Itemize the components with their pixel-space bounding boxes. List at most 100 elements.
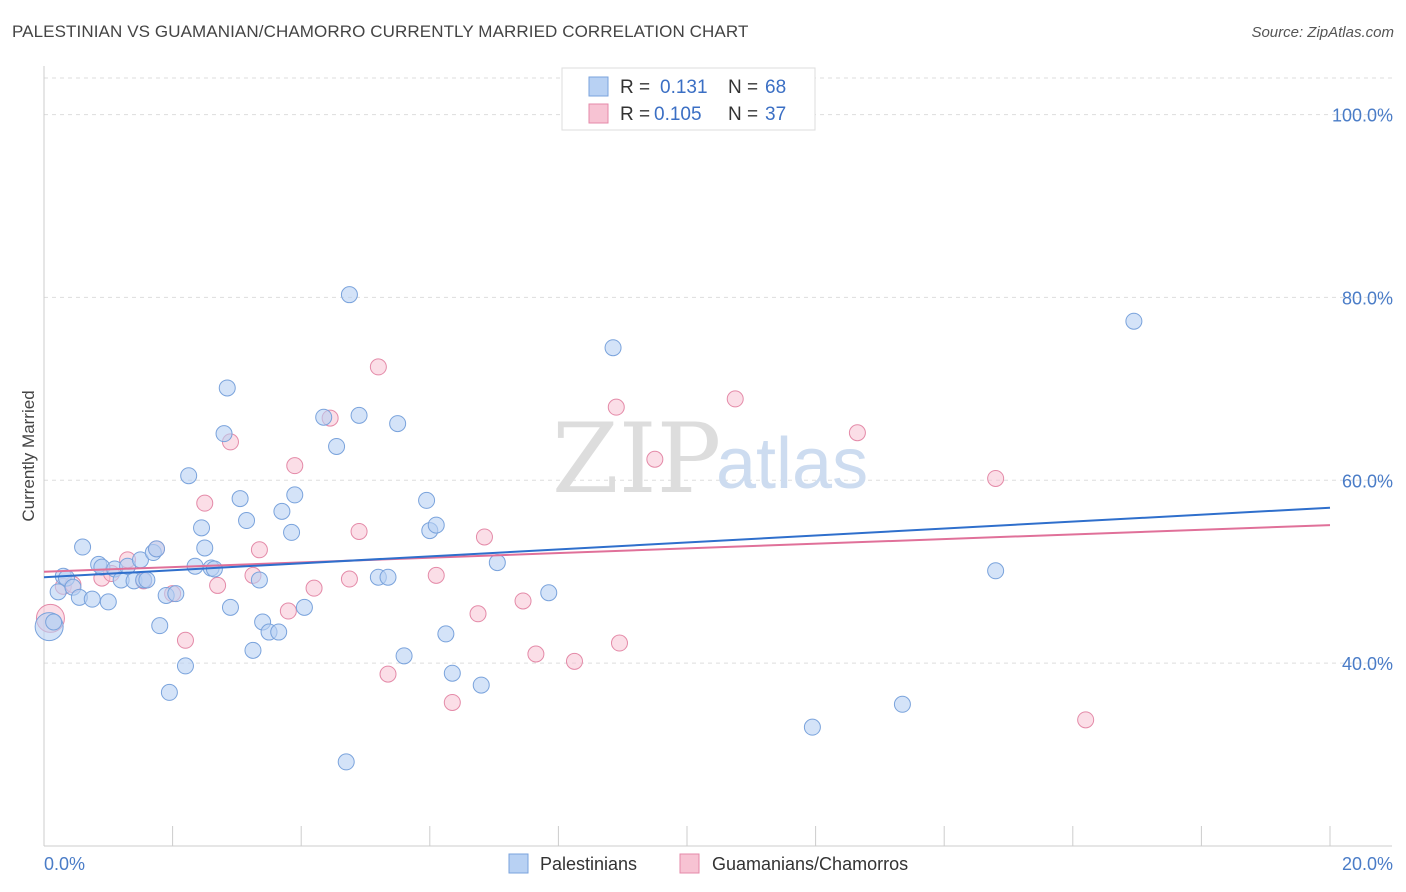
palestinian-point (218, 379, 236, 397)
legend-swatch-palestinians (588, 76, 609, 97)
palestinian-point (196, 539, 214, 557)
palestinian-point (328, 437, 346, 455)
palestinian-point (540, 584, 558, 602)
guamanian-point (527, 645, 545, 663)
y-tick-label: 60.0% (1342, 471, 1393, 491)
palestinian-point (151, 617, 169, 635)
guamanian-point (176, 631, 194, 649)
palestinian-point (167, 585, 185, 603)
guamanian-point (209, 576, 227, 594)
axes (43, 66, 1392, 847)
palestinian-point (83, 590, 101, 608)
guamanian-point (340, 570, 358, 588)
palestinian-point (283, 523, 301, 541)
palestinian-point (148, 540, 166, 558)
y-tick-label: 40.0% (1342, 654, 1393, 674)
guamanian-point (305, 579, 323, 597)
palestinian-point (193, 519, 211, 537)
palestinian-point (437, 625, 455, 643)
palestinian-point (180, 467, 198, 485)
palestinian-point (295, 598, 313, 616)
palestinian-point (340, 286, 358, 304)
legend-n-value: 68 (765, 77, 786, 98)
guamanian-point (443, 693, 461, 711)
bottom-legend: Palestinians Guamanians/Chamorros (508, 853, 908, 874)
bottom-legend-swatch-palestinians (508, 853, 529, 874)
palestinian-point (250, 571, 268, 589)
source-label: Source: ZipAtlas.com (1251, 24, 1394, 41)
guamanian-point (279, 602, 297, 620)
palestinian-point (1125, 312, 1143, 330)
palestinian-point (803, 718, 821, 736)
y-axis-label: Currently Married (19, 390, 38, 521)
palestinian-trend-line (43, 506, 1331, 579)
guamanian-point (250, 541, 268, 559)
guamanian-point (1077, 711, 1095, 729)
bottom-legend-guamanians: Guamanians/Chamorros (712, 854, 908, 874)
palestinian-point (488, 554, 506, 572)
y-tick-label: 100.0% (1332, 106, 1393, 126)
palestinian-point (443, 664, 461, 682)
guamanian-point (514, 592, 532, 610)
guamanian-point (475, 528, 493, 546)
guamanian-point (646, 450, 664, 468)
palestinian-point (231, 490, 249, 508)
guamanian-point (607, 398, 625, 416)
palestinian-point (221, 598, 239, 616)
palestinian-point (418, 491, 436, 509)
chart-title: PALESTINIAN VS GUAMANIAN/CHAMORRO CURREN… (12, 22, 749, 41)
legend-r-value: 0.131 (660, 77, 708, 98)
trend-lines (43, 506, 1331, 579)
palestinian-point (99, 593, 117, 611)
legend-r-label: R = (620, 77, 650, 98)
palestinian-point (238, 512, 256, 530)
guamanian-point (726, 390, 744, 408)
palestinian-point (315, 408, 333, 426)
guamanian-point (987, 469, 1005, 487)
palestinian-point (427, 516, 445, 534)
guamanian-point (196, 494, 214, 512)
palestinian-point (337, 753, 355, 771)
guamanian-point (427, 566, 445, 584)
palestinian-point (379, 568, 397, 586)
palestinian-point (472, 676, 490, 694)
palestinian-point (138, 571, 156, 589)
legend-n-label: N = (728, 77, 758, 98)
palestinian-point (45, 613, 63, 631)
palestinian-point (74, 538, 92, 556)
guamanian-point (379, 665, 397, 683)
palestinian-point (395, 647, 413, 665)
palestinian-point (273, 502, 291, 520)
legend-r-label: R = (620, 104, 650, 125)
y-tick-label: 80.0% (1342, 288, 1393, 308)
palestinian-point (286, 486, 304, 504)
palestinian-point (604, 339, 622, 357)
watermark-zip: ZIP (552, 403, 721, 515)
legend: R = 0.131 N = 68 R = 0.105 N = 37 (561, 67, 816, 131)
guamanian-point (286, 457, 304, 475)
palestinian-point (215, 425, 233, 443)
guamanian-point (469, 605, 487, 623)
bottom-legend-palestinians: Palestinians (540, 854, 637, 874)
palestinian-point (987, 562, 1005, 580)
guamanian-trend-line (43, 524, 1331, 573)
palestinian-point (350, 406, 368, 424)
palestinian-points (34, 286, 1143, 771)
palestinian-point (244, 641, 262, 659)
y-tick-labels: 40.0% 60.0% 80.0% 100.0% (1332, 106, 1393, 675)
legend-n-value: 37 (765, 104, 786, 125)
x-tick-label: 20.0% (1342, 854, 1393, 874)
watermark: ZIP atlas (552, 403, 868, 515)
guamanian-point (565, 652, 583, 670)
guamanian-point (848, 424, 866, 442)
palestinian-point (160, 683, 178, 701)
legend-swatch-guamanians (588, 103, 609, 124)
palestinian-point (270, 623, 288, 641)
x-tick-labels: 0.0% 20.0% (44, 854, 1393, 874)
palestinian-point (49, 583, 67, 601)
palestinian-point (176, 657, 194, 675)
x-tick-label: 0.0% (44, 854, 85, 874)
palestinian-point (893, 695, 911, 713)
guamanian-point (350, 522, 368, 540)
